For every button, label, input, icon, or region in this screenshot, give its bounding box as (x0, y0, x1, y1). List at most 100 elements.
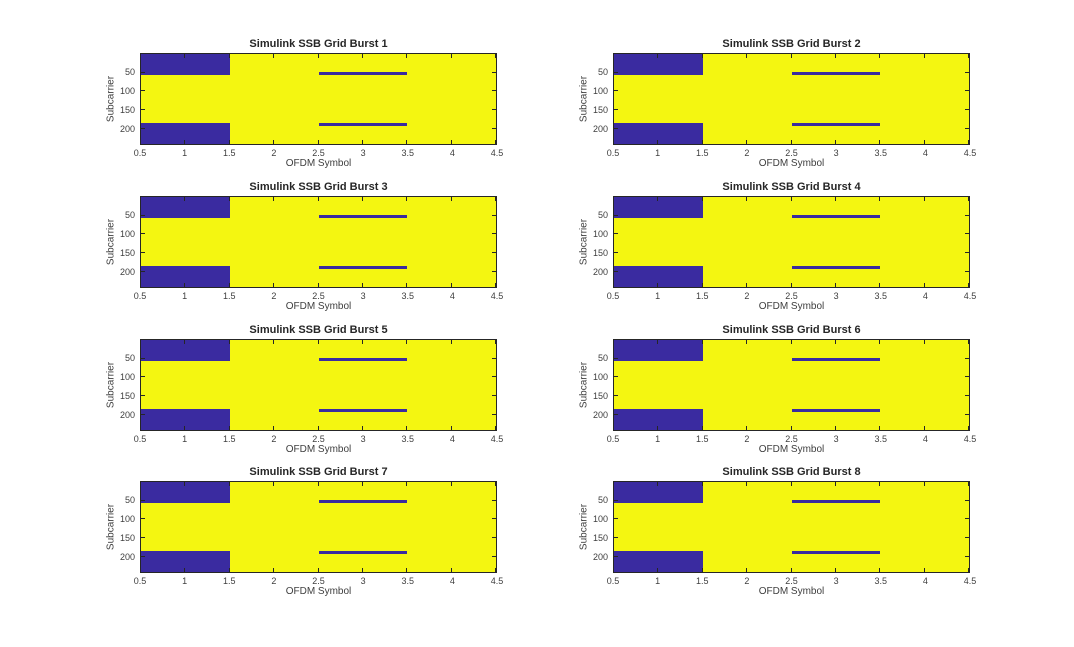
y-tick-mark (141, 376, 145, 378)
y-axis-label: Subcarrier (578, 361, 590, 409)
empty-region (141, 408, 230, 430)
y-tick-mark (965, 537, 969, 539)
x-tick-mark (317, 568, 319, 572)
x-tick-label: 3 (360, 434, 366, 444)
y-tick-mark (141, 555, 145, 557)
y-tick-mark (141, 90, 145, 92)
x-tick-mark (228, 426, 230, 430)
x-tick-mark (228, 197, 230, 201)
subplot-burst-1: Simulink SSB Grid Burst 1 OFDM Symbol Su… (106, 38, 504, 169)
x-tick-label: 2.5 (312, 291, 325, 301)
x-tick-label: 3.5 (874, 576, 888, 586)
y-tick-mark (965, 90, 969, 92)
y-tick-label: 200 (119, 267, 135, 278)
y-tick-mark (492, 518, 496, 520)
y-tick-mark (965, 127, 969, 129)
y-tick-label: 150 (119, 533, 135, 544)
x-tick-mark (746, 197, 748, 201)
x-tick-mark (613, 54, 614, 58)
x-tick-mark (613, 140, 614, 144)
x-tick-mark (923, 140, 925, 144)
y-tick-mark (614, 518, 618, 520)
x-tick-mark (746, 482, 748, 486)
x-tick-mark (834, 426, 836, 430)
y-tick-mark (614, 555, 618, 557)
y-tick-label: 200 (119, 552, 135, 563)
x-tick-label: 1 (182, 576, 188, 586)
x-tick-mark (495, 426, 496, 430)
ssb-grid-heatmap (140, 196, 497, 288)
x-tick-mark (923, 482, 925, 486)
y-tick-mark (965, 499, 969, 501)
y-tick-mark (492, 413, 496, 415)
x-tick-mark (657, 426, 659, 430)
x-tick-mark (406, 482, 408, 486)
x-tick-mark (834, 340, 836, 344)
x-tick-mark (317, 197, 319, 201)
ssb-grid-heatmap (613, 196, 970, 288)
x-tick-mark (361, 568, 363, 572)
y-tick-mark (492, 252, 496, 254)
y-tick-label: 200 (119, 410, 135, 421)
x-tick-label: 3.5 (401, 576, 415, 586)
empty-region (141, 340, 230, 361)
x-tick-label: 4.5 (963, 576, 977, 586)
x-tick-label: 3 (833, 434, 839, 444)
x-axis-label: OFDM Symbol (758, 444, 825, 455)
x-tick-mark (879, 140, 881, 144)
x-tick-mark (923, 426, 925, 430)
y-tick-mark (141, 537, 145, 539)
x-tick-mark (140, 426, 141, 430)
x-tick-mark (450, 340, 452, 344)
x-tick-mark (879, 426, 881, 430)
x-tick-label: 0.5 (606, 291, 620, 301)
y-tick-mark (492, 555, 496, 557)
x-tick-mark (361, 54, 363, 58)
x-tick-mark (613, 197, 614, 201)
y-tick-label: 50 (597, 66, 608, 77)
x-tick-label: 4 (922, 576, 928, 586)
y-tick-mark (965, 555, 969, 557)
x-tick-mark (879, 482, 881, 486)
x-tick-mark (273, 197, 275, 201)
y-tick-mark (492, 357, 496, 359)
x-tick-mark (879, 197, 881, 201)
subplot-title: Simulink SSB Grid Burst 8 (722, 466, 861, 478)
y-tick-mark (141, 71, 145, 73)
x-tick-label: 4 (922, 148, 928, 158)
x-tick-mark (140, 568, 141, 572)
x-tick-mark (834, 482, 836, 486)
y-tick-mark (492, 71, 496, 73)
subplot-title: Simulink SSB Grid Burst 2 (722, 38, 861, 50)
y-axis-label: Subcarrier (578, 75, 590, 123)
x-tick-mark (790, 426, 792, 430)
empty-region (614, 54, 703, 75)
x-tick-mark (657, 54, 659, 58)
x-tick-mark (228, 340, 230, 344)
x-tick-mark (184, 426, 186, 430)
x-tick-mark (317, 283, 319, 287)
x-tick-label: 1.5 (695, 576, 709, 586)
y-tick-mark (141, 233, 145, 235)
empty-region (318, 500, 408, 503)
x-axis-label: OFDM Symbol (285, 158, 352, 169)
x-tick-label: 1.5 (695, 291, 709, 301)
x-tick-mark (613, 426, 614, 430)
x-tick-label: 4.5 (490, 291, 504, 301)
ssb-grid-heatmap (140, 339, 497, 431)
y-axis-label: Subcarrier (105, 361, 117, 409)
x-tick-label: 4.5 (963, 148, 977, 158)
x-tick-mark (228, 482, 230, 486)
x-tick-mark (923, 283, 925, 287)
x-tick-mark (361, 197, 363, 201)
x-tick-label: 1.5 (695, 434, 709, 444)
x-tick-mark (317, 140, 319, 144)
x-tick-label: 2.5 (785, 576, 798, 586)
x-tick-mark (184, 140, 186, 144)
x-tick-mark (613, 340, 614, 344)
x-tick-mark (495, 197, 496, 201)
subplot-title: Simulink SSB Grid Burst 4 (722, 181, 861, 193)
x-tick-label: 3.5 (401, 148, 415, 158)
empty-region (141, 122, 230, 144)
empty-region (791, 265, 881, 269)
